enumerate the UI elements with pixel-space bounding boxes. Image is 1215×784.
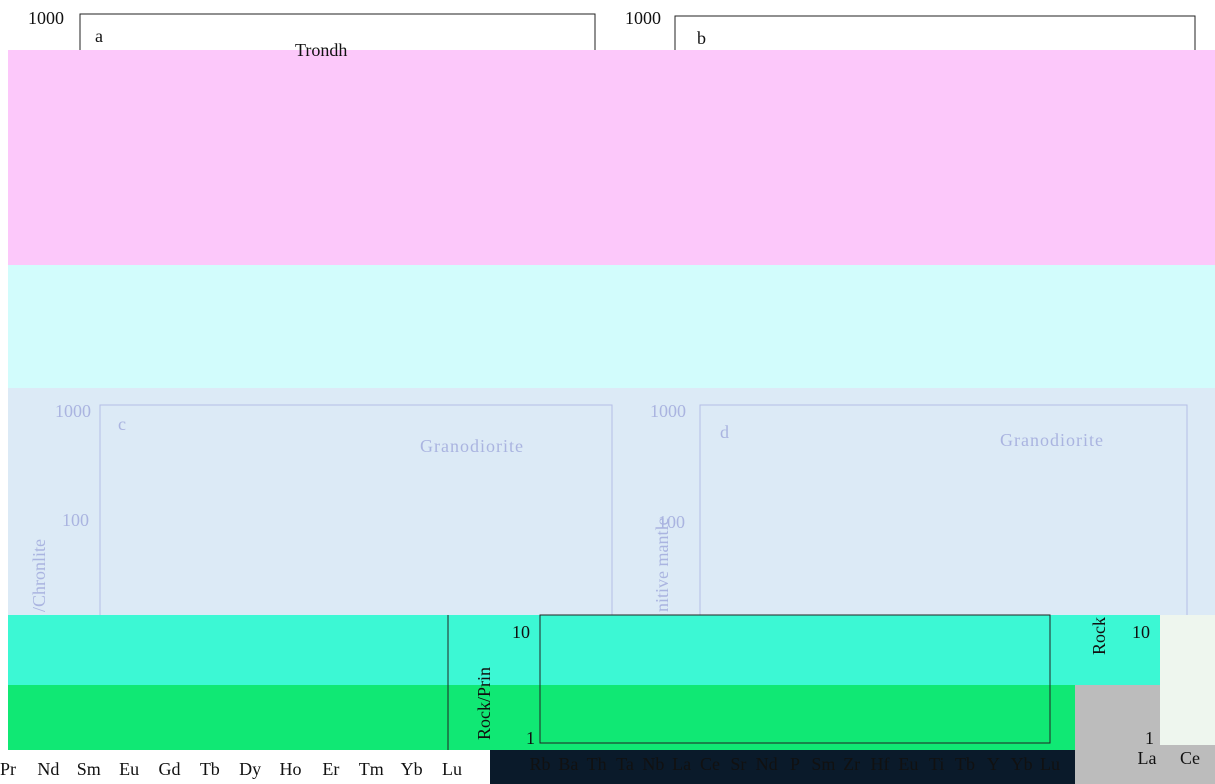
axis-label: Rock <box>1089 617 1109 655</box>
x-tick-label: Y <box>987 754 1000 774</box>
x-tick-label: Er <box>322 759 339 779</box>
tick-label: 1 <box>1145 728 1154 748</box>
x-tick-label: Ba <box>558 754 578 774</box>
band <box>490 750 1075 784</box>
x-tick-label: La <box>1138 748 1157 768</box>
x-tick-label: Eu <box>119 759 139 779</box>
tick-label: 1000 <box>28 8 64 28</box>
x-tick-label: Nb <box>642 754 664 774</box>
x-tick-label: Hf <box>871 754 890 774</box>
x-tick-label: Ho <box>280 759 302 779</box>
band <box>8 685 1075 750</box>
panel-label: d <box>720 422 729 442</box>
panel-label: b <box>697 28 706 48</box>
title: Trondh <box>295 40 347 60</box>
x-tick-label: Dy <box>239 759 261 779</box>
x-tick-label: Tb <box>200 759 220 779</box>
x-tick-label: Ta <box>616 754 634 774</box>
tick-label: 10 <box>1132 622 1150 642</box>
frame <box>674 15 1196 55</box>
band <box>8 615 1215 685</box>
x-tick-label: Sm <box>77 759 101 779</box>
x-tick-label: Pr <box>0 759 16 779</box>
x-tick-label: Ce <box>700 754 720 774</box>
x-tick-label: Eu <box>898 754 918 774</box>
panel-label: a <box>95 26 103 46</box>
tick-label: 1 <box>526 728 535 748</box>
x-tick-label: Zr <box>843 754 860 774</box>
frame <box>539 614 1051 744</box>
axis-label: /Chronlite <box>29 539 49 612</box>
tick-label: 1000 <box>625 8 661 28</box>
axis-label: nitive mantle <box>652 518 672 612</box>
x-tick-label: Lu <box>1040 754 1060 774</box>
x-tick-label: Sr <box>730 754 746 774</box>
x-tick-label: Ti <box>929 754 944 774</box>
rock-type: Granodiorite <box>420 436 524 456</box>
tick-label: 1000 <box>55 401 91 421</box>
x-tick-label: Nd <box>37 759 59 779</box>
x-tick-label: Yb <box>1011 754 1033 774</box>
panel-label: c <box>118 414 126 434</box>
tick-label: 10 <box>512 622 530 642</box>
x-tick-label: Tb <box>955 754 975 774</box>
x-tick-label: Yb <box>401 759 423 779</box>
axis-label: Rock/Prin <box>474 667 494 740</box>
x-tick-label: Gd <box>158 759 180 779</box>
band <box>1160 615 1215 745</box>
x-tick-label: Tm <box>359 759 384 779</box>
band <box>8 50 1215 265</box>
x-tick-label: Ce <box>1180 748 1200 768</box>
tick-label: 100 <box>658 512 685 532</box>
x-tick-label: Nd <box>756 754 778 774</box>
x-tick-label: Lu <box>442 759 462 779</box>
x-tick-label: Rb <box>529 754 550 774</box>
x-tick-label: Sm <box>811 754 835 774</box>
rock-type: Granodiorite <box>1000 430 1104 450</box>
band <box>8 265 1215 388</box>
x-tick-label: P <box>790 754 800 774</box>
x-tick-label: Th <box>587 754 607 774</box>
tick-label: 100 <box>62 510 89 530</box>
x-tick-label: La <box>672 754 691 774</box>
tick-label: 1000 <box>650 401 686 421</box>
